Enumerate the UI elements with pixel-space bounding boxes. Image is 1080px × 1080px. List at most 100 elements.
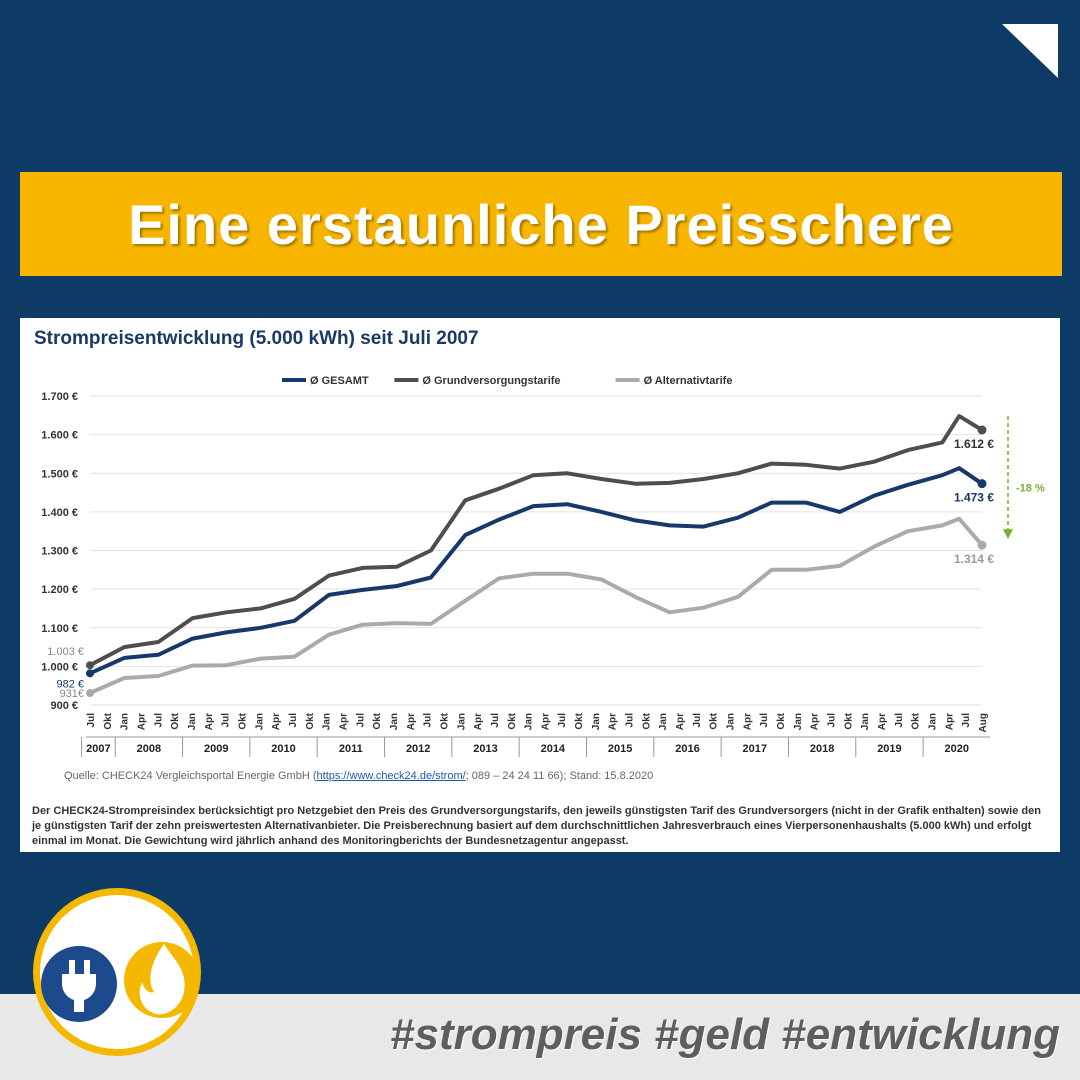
y-tick-label: 1.200 € xyxy=(41,584,78,596)
x-month-tick: Okt xyxy=(709,712,720,729)
series-line xyxy=(89,414,984,667)
x-month-tick: Okt xyxy=(372,712,383,729)
x-month-tick: Jan xyxy=(254,713,265,730)
x-month-tick: Okt xyxy=(911,712,922,729)
x-month-tick: Jan xyxy=(658,713,669,730)
x-year-label: 2017 xyxy=(743,743,767,755)
start-point xyxy=(86,669,94,678)
y-tick-label: 1.700 € xyxy=(41,391,78,403)
x-month-tick: Jan xyxy=(591,713,602,730)
end-value-label: 1.314 € xyxy=(954,552,994,566)
start-value-label: 931€ xyxy=(60,688,84,700)
chart-card: Strompreisentwicklung (5.000 kWh) seit J… xyxy=(20,318,1060,852)
x-month-tick: Apr xyxy=(473,713,484,730)
x-month-tick: Jul xyxy=(894,713,905,728)
x-month-tick: Apr xyxy=(204,713,215,730)
x-month-tick: Jan xyxy=(928,713,939,730)
brand-logo xyxy=(33,888,201,1056)
x-month-tick: Apr xyxy=(338,713,349,730)
y-tick-label: 1.400 € xyxy=(41,507,78,519)
x-month-tick: Jul xyxy=(221,713,232,728)
x-month-tick: Okt xyxy=(507,712,518,729)
y-tick-label: 1.000 € xyxy=(41,661,78,673)
x-month-tick: Jan xyxy=(524,713,535,730)
x-month-tick: Jul xyxy=(153,713,164,728)
x-month-tick: Jan xyxy=(322,713,333,730)
end-point xyxy=(977,540,987,550)
legend-label: Ø Alternativtarife xyxy=(644,375,733,387)
x-month-tick: Jul xyxy=(759,713,770,728)
series-line xyxy=(89,466,984,676)
x-month-tick: Jan xyxy=(793,713,804,730)
x-month-tick: Jan xyxy=(187,713,198,730)
x-month-tick: Jul xyxy=(692,713,703,728)
hashtags: #strompreis #geld #entwicklung xyxy=(390,1010,1060,1059)
start-point xyxy=(86,689,94,698)
x-year-label: 2012 xyxy=(406,743,430,755)
corner-triangle-icon xyxy=(1002,24,1058,78)
annotation-label: -18 % xyxy=(1016,483,1045,495)
x-month-tick: Jul xyxy=(625,713,636,728)
x-year-label: 2018 xyxy=(810,743,834,755)
x-month-tick: Apr xyxy=(540,713,551,730)
x-month-tick: Jul xyxy=(288,713,299,728)
x-year-label: 2020 xyxy=(945,743,969,755)
x-month-tick: Apr xyxy=(810,713,821,730)
x-year-label: 2011 xyxy=(339,743,363,755)
x-year-label: 2010 xyxy=(271,743,295,755)
x-month-tick: Apr xyxy=(944,713,955,730)
source-link[interactable]: https://www.check24.de/strom/ xyxy=(316,770,466,782)
x-month-tick: Jan xyxy=(860,713,871,730)
x-month-tick: Apr xyxy=(675,713,686,730)
x-month-tick: Jul xyxy=(827,713,838,728)
start-value-label: 982 € xyxy=(56,678,84,690)
x-year-label: 2013 xyxy=(473,743,497,755)
x-month-tick: Apr xyxy=(608,713,619,730)
chart-title: Strompreisentwicklung (5.000 kWh) seit J… xyxy=(34,328,479,349)
x-month-tick: Jan xyxy=(456,713,467,730)
price-chart: 900 € 1.000 € 1.100 € 1.200 € 1.300 € 1.400 €… xyxy=(41,375,1045,757)
legend-label: Ø Grundversorgungstarife xyxy=(422,375,560,387)
x-year-label: 2007 xyxy=(86,743,110,755)
x-year-label: 2019 xyxy=(877,743,901,755)
x-month-tick: Apr xyxy=(406,713,417,730)
flame-icon xyxy=(139,944,185,1015)
x-month-tick: Jan xyxy=(389,713,400,730)
x-month-tick: Jul xyxy=(86,713,97,728)
end-value-label: 1.473 € xyxy=(954,491,994,505)
plug-icon xyxy=(62,960,96,1012)
x-year-label: 2014 xyxy=(541,743,566,755)
y-tick-label: 1.600 € xyxy=(41,430,78,442)
x-month-tick: Aug xyxy=(978,713,989,732)
series-line xyxy=(89,516,984,695)
x-month-tick: Apr xyxy=(271,713,282,730)
x-month-tick: Okt xyxy=(170,712,181,729)
x-month-tick: Jul xyxy=(355,713,366,728)
x-month-tick: Apr xyxy=(877,713,888,730)
x-month-tick: Okt xyxy=(103,712,114,729)
start-point xyxy=(86,661,94,670)
x-month-tick: Jul xyxy=(490,713,501,728)
end-point xyxy=(977,425,987,435)
title-banner: Eine erstaunliche Preisschere xyxy=(20,172,1062,276)
y-tick-label: 1.300 € xyxy=(41,546,78,558)
x-month-tick: Okt xyxy=(439,712,450,729)
x-year-label: 2008 xyxy=(137,743,161,755)
x-year-label: 2015 xyxy=(608,743,632,755)
y-tick-label: 1.100 € xyxy=(41,623,78,635)
source-line: Quelle: CHECK24 Vergleichsportal Energie… xyxy=(64,770,654,782)
x-month-tick: Jul xyxy=(557,713,568,728)
x-month-tick: Jul xyxy=(423,713,434,728)
x-month-tick: Okt xyxy=(641,712,652,729)
x-month-tick: Okt xyxy=(237,712,248,729)
x-month-tick: Jan xyxy=(726,713,737,730)
annotation-arrowhead xyxy=(1003,529,1013,540)
x-year-label: 2009 xyxy=(204,743,228,755)
x-month-tick: Jul xyxy=(961,713,972,728)
x-month-tick: Jan xyxy=(120,713,131,730)
x-year-label: 2016 xyxy=(675,743,699,755)
end-point xyxy=(977,479,987,489)
start-value-label: 1.003 € xyxy=(47,646,84,658)
x-month-tick: Okt xyxy=(574,712,585,729)
x-month-tick: Apr xyxy=(136,713,147,730)
